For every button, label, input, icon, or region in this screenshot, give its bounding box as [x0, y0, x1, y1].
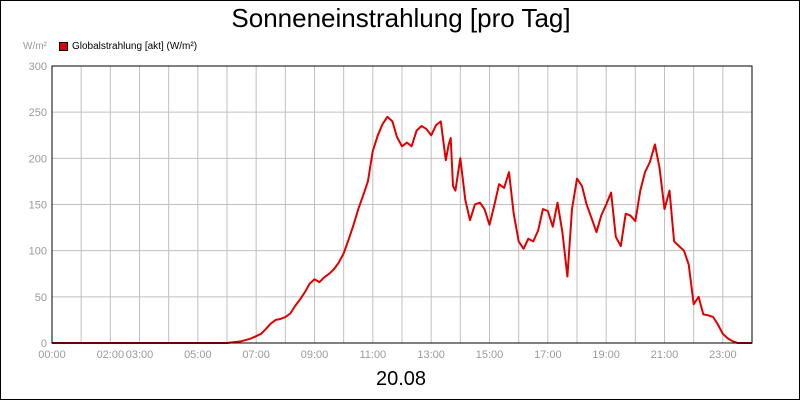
- x-tick-label: 15:00: [476, 349, 504, 361]
- chart-title: Sonneneinstrahlung [pro Tag]: [231, 3, 571, 33]
- legend-label: Globalstrahlung [akt] (W/m²): [72, 40, 198, 52]
- y-tick-label: 300: [29, 61, 47, 73]
- legend-swatch: [59, 41, 68, 51]
- x-tick-label: 13:00: [417, 349, 445, 361]
- x-tick-label: 19:00: [592, 349, 620, 361]
- x-tick-label: 02:00: [97, 349, 125, 361]
- legend: Globalstrahlung [akt] (W/m²): [59, 39, 197, 53]
- series-line-globalstrahlung: [52, 115, 752, 344]
- x-tick-label: 21:00: [651, 349, 679, 361]
- x-tick-label: 07:00: [242, 349, 270, 361]
- x-tick-label: 11:00: [359, 349, 386, 361]
- y-tick-label: 0: [41, 338, 47, 350]
- plot-border: [51, 65, 753, 344]
- x-tick-label: 00:00: [38, 349, 66, 361]
- y-tick-label: 100: [29, 246, 47, 258]
- x-axis-title: 20.08: [375, 368, 427, 390]
- x-tick-label: 05:00: [184, 349, 212, 361]
- y-tick-label: 50: [35, 292, 47, 304]
- y-tick-label: 200: [29, 153, 47, 165]
- x-tick-label: 03:00: [126, 349, 154, 361]
- x-tick-label: 23:00: [709, 349, 737, 361]
- y-tick-label: 250: [29, 107, 47, 119]
- y-tick-label: 150: [29, 200, 47, 212]
- y-axis-unit: W/m²: [23, 41, 47, 52]
- x-tick-label: 09:00: [301, 349, 329, 361]
- x-tick-label: 17:00: [534, 349, 562, 361]
